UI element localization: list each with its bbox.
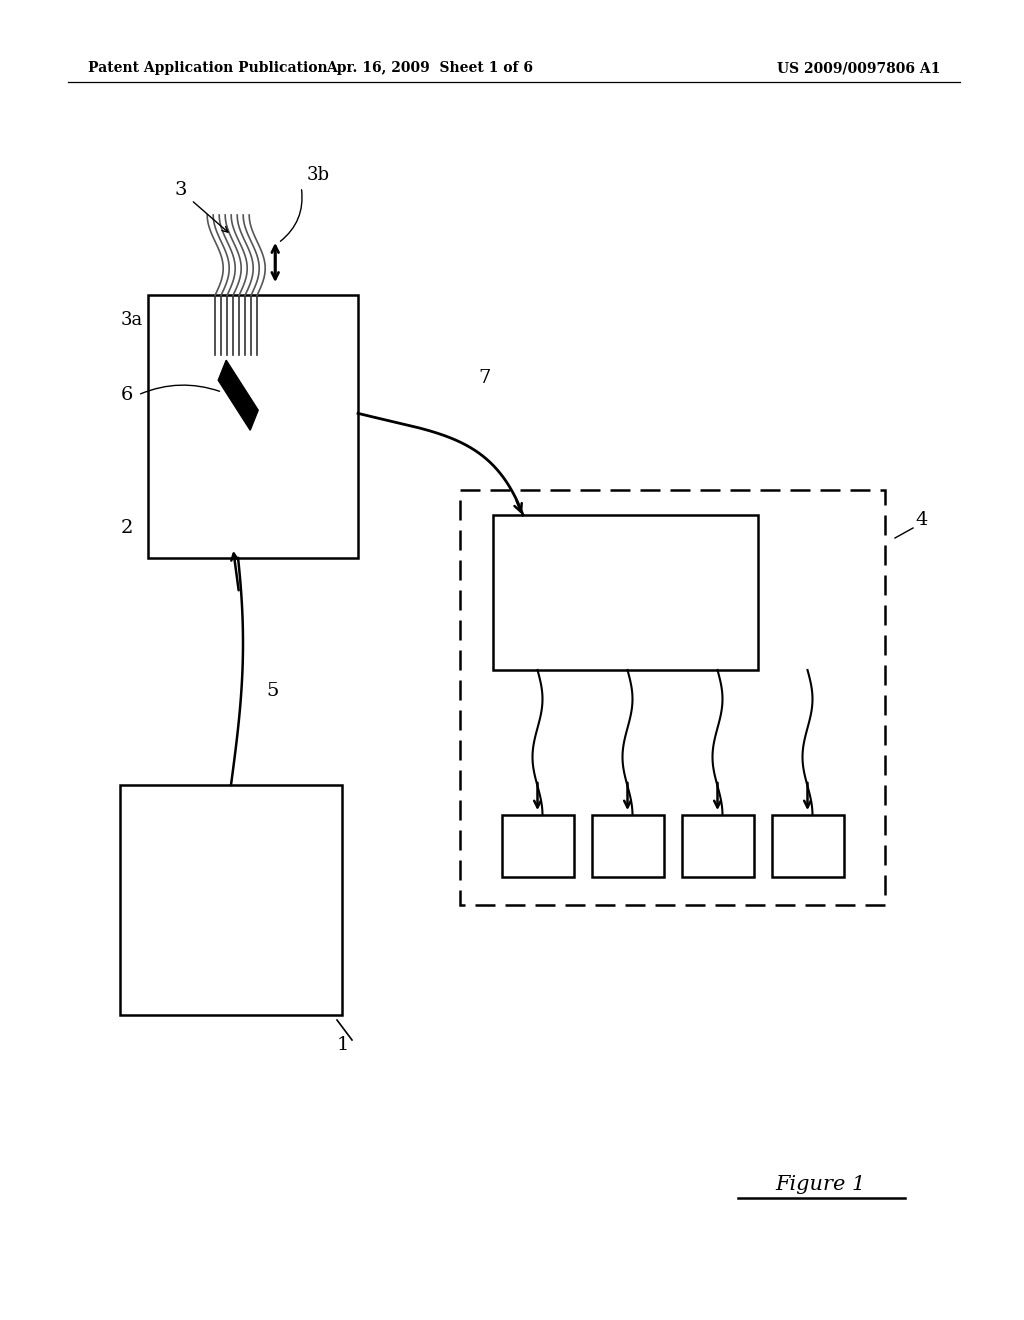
Bar bbox=[592, 814, 664, 876]
Text: 5: 5 bbox=[266, 682, 279, 701]
Text: 3: 3 bbox=[175, 181, 187, 199]
Text: Apr. 16, 2009  Sheet 1 of 6: Apr. 16, 2009 Sheet 1 of 6 bbox=[327, 61, 534, 75]
Text: 7: 7 bbox=[478, 370, 490, 387]
Bar bbox=[148, 294, 358, 558]
Text: Patent Application Publication: Patent Application Publication bbox=[88, 61, 328, 75]
Text: 1: 1 bbox=[337, 1036, 349, 1053]
Text: 6: 6 bbox=[121, 385, 133, 404]
Text: 3b: 3b bbox=[306, 166, 329, 183]
Bar bbox=[502, 814, 573, 876]
Text: 3a: 3a bbox=[121, 312, 143, 329]
Text: 2: 2 bbox=[121, 519, 133, 537]
Text: US 2009/0097806 A1: US 2009/0097806 A1 bbox=[776, 61, 940, 75]
Text: Figure 1: Figure 1 bbox=[775, 1176, 865, 1195]
Bar bbox=[460, 490, 885, 906]
Bar bbox=[682, 814, 754, 876]
Text: 4: 4 bbox=[915, 511, 928, 529]
Bar bbox=[493, 515, 758, 671]
Bar bbox=[120, 785, 342, 1015]
Bar bbox=[771, 814, 844, 876]
Polygon shape bbox=[218, 360, 258, 430]
